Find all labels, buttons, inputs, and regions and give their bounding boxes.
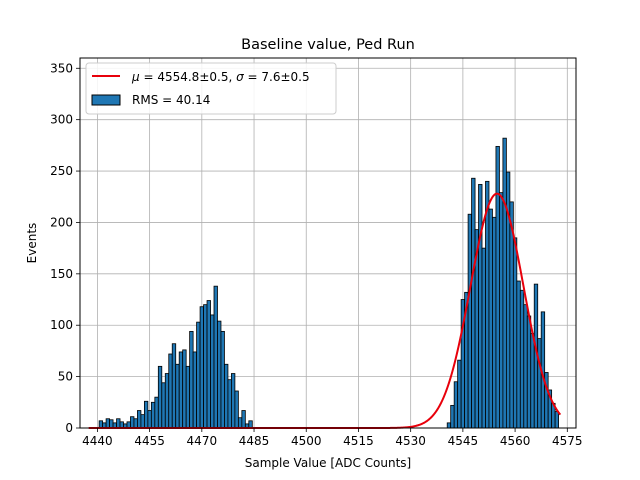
histogram-bar — [105, 418, 110, 429]
x-axis-ticks: 4440 4455 4470 4485 4500 4515 4530 4545 4560 4575 — [82, 428, 583, 448]
histogram-bar — [98, 420, 104, 429]
legend-fit-label: μ = 4554.8±0.5, σ = 7.6±0.5 — [131, 70, 310, 84]
histogram-bar — [164, 373, 170, 429]
legend-mu-value: = 4554.8±0.5, — [140, 70, 236, 84]
histogram-bar — [554, 411, 559, 429]
histogram-bar — [526, 315, 532, 429]
x-tick-label: 4440 — [82, 434, 113, 448]
legend-bar-swatch — [91, 94, 121, 106]
histogram-bar — [206, 300, 211, 429]
histogram-bar — [116, 418, 121, 429]
histogram-bar — [168, 353, 173, 429]
histogram-bar — [182, 349, 187, 429]
histogram-bar — [478, 184, 483, 429]
legend: μ = 4554.8±0.5, σ = 7.6±0.5 RMS = 40.14 — [85, 62, 337, 115]
chart-title: Baseline value, Ped Run — [241, 37, 415, 53]
x-tick-label: 4545 — [448, 434, 479, 448]
histogram-bar — [453, 381, 459, 429]
histogram-bar — [457, 359, 462, 429]
histogram-bar — [499, 192, 504, 429]
y-tick-label: 50 — [58, 370, 73, 384]
histogram-bar — [147, 410, 152, 429]
x-tick-label: 4500 — [291, 434, 322, 448]
histogram-bar — [495, 145, 500, 429]
y-tick-label: 150 — [50, 267, 73, 281]
legend-box — [85, 62, 337, 115]
histogram-bar — [199, 306, 204, 429]
histogram-bar — [516, 280, 521, 429]
y-axis-label: Events — [25, 223, 39, 264]
y-tick-label: 200 — [50, 215, 73, 229]
histogram-bar — [175, 363, 180, 429]
histogram-bar — [537, 338, 542, 429]
histogram-bar — [137, 410, 142, 429]
y-tick-label: 250 — [50, 164, 73, 178]
x-axis-label: Sample Value [ADC Counts] — [245, 456, 411, 470]
histogram-bar — [224, 363, 229, 429]
x-tick-label: 4485 — [239, 434, 270, 448]
histogram-bar — [485, 180, 490, 429]
histogram-bar — [150, 401, 156, 429]
histogram-bar — [130, 416, 135, 429]
histogram-bar — [133, 418, 138, 429]
histogram-bar — [248, 420, 253, 429]
legend-rms-label: RMS = 40.14 — [132, 93, 210, 107]
histogram-bar — [178, 351, 184, 429]
x-tick-label: 4575 — [552, 434, 583, 448]
legend-sigma-symbol: σ — [236, 70, 244, 84]
histogram-bar — [237, 417, 243, 429]
histogram-bar — [143, 400, 149, 429]
y-tick-label: 350 — [50, 61, 73, 75]
histogram-bar — [196, 321, 201, 429]
histogram-bar — [227, 379, 232, 429]
histogram-bar — [502, 137, 507, 429]
histogram-bar — [481, 247, 486, 429]
histogram-bar — [171, 343, 177, 429]
histogram-bar — [157, 365, 163, 429]
histogram-bar — [450, 404, 455, 429]
histogram-bar — [217, 320, 222, 429]
x-tick-label: 4530 — [395, 434, 426, 448]
histogram-bar — [467, 213, 472, 429]
histogram-bar — [161, 382, 166, 429]
histogram-bar — [523, 304, 528, 429]
histogram-bar — [519, 289, 525, 429]
legend-sigma-value: = 7.6±0.5 — [244, 70, 310, 84]
histogram-bar — [192, 351, 198, 429]
histogram-bar — [203, 304, 208, 429]
y-tick-label: 100 — [50, 318, 73, 332]
histogram-bar — [488, 208, 493, 429]
histogram-bar — [189, 330, 194, 429]
histogram-bar — [109, 419, 114, 429]
x-tick-label: 4515 — [343, 434, 374, 448]
histogram-bar — [231, 373, 236, 429]
histogram-bar — [241, 410, 246, 429]
histogram-bar — [530, 333, 535, 429]
x-tick-label: 4470 — [187, 434, 218, 448]
y-axis-ticks: 0 50 100 150 200 250 300 350 — [50, 61, 80, 435]
histogram-bar — [471, 177, 476, 429]
legend-mu-symbol: μ — [131, 70, 140, 84]
histogram-bar — [210, 314, 215, 429]
histogram-bar — [446, 422, 452, 429]
histogram-bar — [154, 396, 159, 429]
x-tick-label: 4560 — [500, 434, 531, 448]
y-tick-label: 0 — [65, 421, 73, 435]
histogram-bar — [234, 390, 239, 429]
histogram-bar — [512, 237, 518, 429]
plot-frame — [79, 57, 577, 429]
histogram-bar — [213, 285, 218, 429]
histogram-bar — [140, 414, 145, 429]
y-tick-label: 300 — [50, 113, 73, 127]
histogram-bar — [185, 365, 191, 429]
histogram-bar — [492, 216, 497, 429]
histogram-bar — [220, 330, 225, 429]
x-tick-label: 4455 — [134, 434, 165, 448]
